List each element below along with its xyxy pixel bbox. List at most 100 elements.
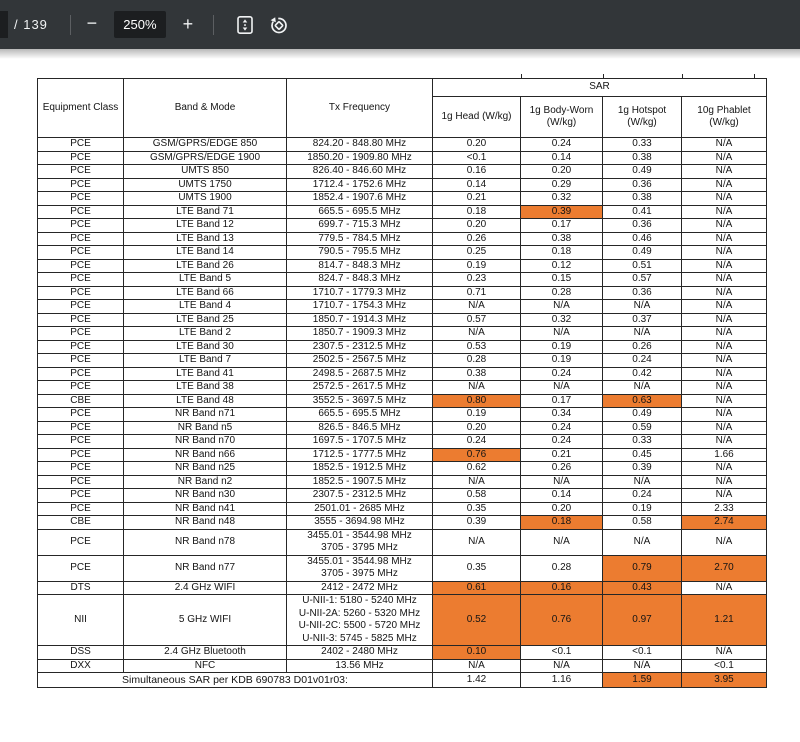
fit-to-page-button[interactable] <box>230 10 260 40</box>
table-row: PCE LTE Band 38 2572.5 - 2617.5 MHz N/A N/A N… <box>37 380 767 395</box>
equipment-class-cell: PCE <box>37 299 124 314</box>
sar-value-cell: 0.32 <box>520 191 603 206</box>
sar-value-cell: 0.10 <box>432 645 521 660</box>
col-group-header-sar: SAR <box>432 78 767 97</box>
sar-value-cell: 0.16 <box>520 580 603 595</box>
sar-value-cell: N/A <box>681 231 767 246</box>
sar-value-cell: 0.36 <box>602 177 682 192</box>
page-number-input[interactable] <box>0 11 8 38</box>
table-row: PCE LTE Band 71 665.5 - 695.5 MHz 0.18 0.39 0… <box>37 204 767 219</box>
sar-value-cell: 0.24 <box>602 353 682 368</box>
tx-frequency-cell: U-NII-1: 5180 - 5240 MHz U-NII-2A: 5260 … <box>286 594 433 646</box>
equipment-class-cell: PCE <box>37 434 124 449</box>
equipment-class-cell: PCE <box>37 366 124 381</box>
sar-value-cell: N/A <box>681 272 767 287</box>
sar-value-cell: 0.37 <box>602 312 682 327</box>
simultaneous-sar-row: Simultaneous SAR per KDB 690783 D01v01r0… <box>37 672 767 688</box>
table-row: DXX NFC 13.56 MHz N/A N/A N/A <0.1 <box>37 658 767 673</box>
sar-value-cell: 0.57 <box>602 272 682 287</box>
sar-value-cell: <0.1 <box>432 150 521 165</box>
equipment-class-cell: PCE <box>37 461 124 476</box>
equipment-class-cell: PCE <box>37 285 124 300</box>
sar-value-cell: 0.12 <box>520 258 603 273</box>
equipment-class-cell: PCE <box>37 177 124 192</box>
sar-value-cell: 0.53 <box>432 339 521 354</box>
band-mode-cell: LTE Band 66 <box>123 285 287 300</box>
tx-frequency-cell: 2412 - 2472 MHz <box>286 580 433 595</box>
tx-frequency-cell: 1852.5 - 1907.5 MHz <box>286 474 433 489</box>
equipment-class-cell: PCE <box>37 380 124 395</box>
tx-frequency-cell: 3455.01 - 3544.98 MHz 3705 - 3975 MHz <box>286 554 433 582</box>
sar-value-cell: 0.49 <box>602 407 682 422</box>
sar-value-cell: N/A <box>681 393 767 408</box>
sar-value-cell: 0.19 <box>602 501 682 516</box>
zoom-out-button[interactable]: − <box>77 10 107 40</box>
table-subheader-row: 1g Head (W/kg) 1g Body-Worn (W/kg) 1g Ho… <box>38 96 767 138</box>
sar-value-cell: 0.34 <box>520 407 603 422</box>
equipment-class-cell: CBE <box>37 393 124 408</box>
equipment-class-cell: PCE <box>37 339 124 354</box>
col-header-1g-hotspot: 1g Hotspot (W/kg) <box>602 96 682 138</box>
sar-value-cell: N/A <box>681 164 767 179</box>
zoom-in-button[interactable]: + <box>173 10 203 40</box>
band-mode-cell: NR Band n41 <box>123 501 287 516</box>
sar-value-cell: 1.66 <box>681 447 767 462</box>
equipment-class-cell: PCE <box>37 245 124 260</box>
sar-value-cell: N/A <box>681 312 767 327</box>
band-mode-cell: LTE Band 41 <box>123 366 287 381</box>
sar-value-cell: 0.19 <box>520 339 603 354</box>
sar-value-cell: N/A <box>681 191 767 206</box>
page-count-label: / 139 <box>14 17 48 32</box>
sar-value-cell: 1.42 <box>432 672 521 688</box>
sar-value-cell: 0.43 <box>602 580 682 595</box>
sar-value-cell: 0.76 <box>432 447 521 462</box>
sar-value-cell: 0.14 <box>520 488 603 503</box>
table-row: PCE NR Band n71 665.5 - 695.5 MHz 0.19 0.34 0… <box>37 407 767 422</box>
sar-value-cell: 0.71 <box>432 285 521 300</box>
table-row: PCE UMTS 1750 1712.4 - 1752.6 MHz 0.14 0.29 0… <box>37 177 767 192</box>
rotate-counterclockwise-icon <box>270 16 287 33</box>
sar-value-cell: N/A <box>432 380 521 395</box>
sar-value-cell: 0.33 <box>602 137 682 152</box>
band-mode-cell: NR Band n30 <box>123 488 287 503</box>
sar-value-cell: 0.45 <box>602 447 682 462</box>
tx-frequency-cell: 1850.7 - 1909.3 MHz <box>286 326 433 341</box>
tx-frequency-cell: 1852.5 - 1912.5 MHz <box>286 461 433 476</box>
equipment-class-cell: PCE <box>37 407 124 422</box>
table-row: PCE NR Band n30 2307.5 - 2312.5 MHz 0.58 0.1… <box>37 488 767 503</box>
table-header-row: Equipment Class Band & Mode Tx Frequency… <box>37 78 767 138</box>
sar-value-cell: 0.76 <box>520 594 603 646</box>
rotate-page-button[interactable] <box>264 10 294 40</box>
equipment-class-cell: PCE <box>37 554 124 582</box>
toolbar-divider <box>212 14 214 35</box>
zoom-level-input[interactable]: 250% <box>113 11 166 38</box>
table-row: CBE LTE Band 48 3552.5 - 3697.5 MHz 0.80 0.1… <box>37 393 767 408</box>
sar-value-cell: N/A <box>681 137 767 152</box>
sar-value-cell: N/A <box>432 528 521 556</box>
equipment-class-cell: PCE <box>37 272 124 287</box>
sar-value-cell: N/A <box>432 299 521 314</box>
table-row: CBE NR Band n48 3555 - 3694.98 MHz 0.39 0.18… <box>37 515 767 530</box>
equipment-class-cell: PCE <box>37 528 124 556</box>
table-border-nub <box>521 74 522 78</box>
sar-value-cell: N/A <box>681 461 767 476</box>
sar-value-cell: 0.36 <box>602 218 682 233</box>
table-row: DTS 2.4 GHz WIFI 2412 - 2472 MHz 0.61 0.16 0.… <box>37 580 767 595</box>
equipment-class-cell: PCE <box>37 164 124 179</box>
table-row: PCE NR Band n66 1712.5 - 1777.5 MHz 0.76 0.2… <box>37 447 767 462</box>
table-row: PCE NR Band n2 1852.5 - 1907.5 MHz N/A N/A N/… <box>37 474 767 489</box>
band-mode-cell: LTE Band 2 <box>123 326 287 341</box>
sar-value-cell: 0.20 <box>520 164 603 179</box>
sar-value-cell: N/A <box>681 258 767 273</box>
equipment-class-cell: DSS <box>37 645 124 660</box>
tx-frequency-cell: 699.7 - 715.3 MHz <box>286 218 433 233</box>
table-row: PCE NR Band n70 1697.5 - 1707.5 MHz 0.24 0.2… <box>37 434 767 449</box>
sar-value-cell: N/A <box>681 645 767 660</box>
band-mode-cell: NR Band n71 <box>123 407 287 422</box>
tx-frequency-cell: 1710.7 - 1754.3 MHz <box>286 299 433 314</box>
equipment-class-cell: PCE <box>37 312 124 327</box>
tx-frequency-cell: 2402 - 2480 MHz <box>286 645 433 660</box>
table-row: PCE GSM/GPRS/EDGE 1900 1850.20 - 1909.80 M… <box>37 150 767 165</box>
sar-value-cell: 0.42 <box>602 366 682 381</box>
sar-value-cell: <0.1 <box>520 645 603 660</box>
